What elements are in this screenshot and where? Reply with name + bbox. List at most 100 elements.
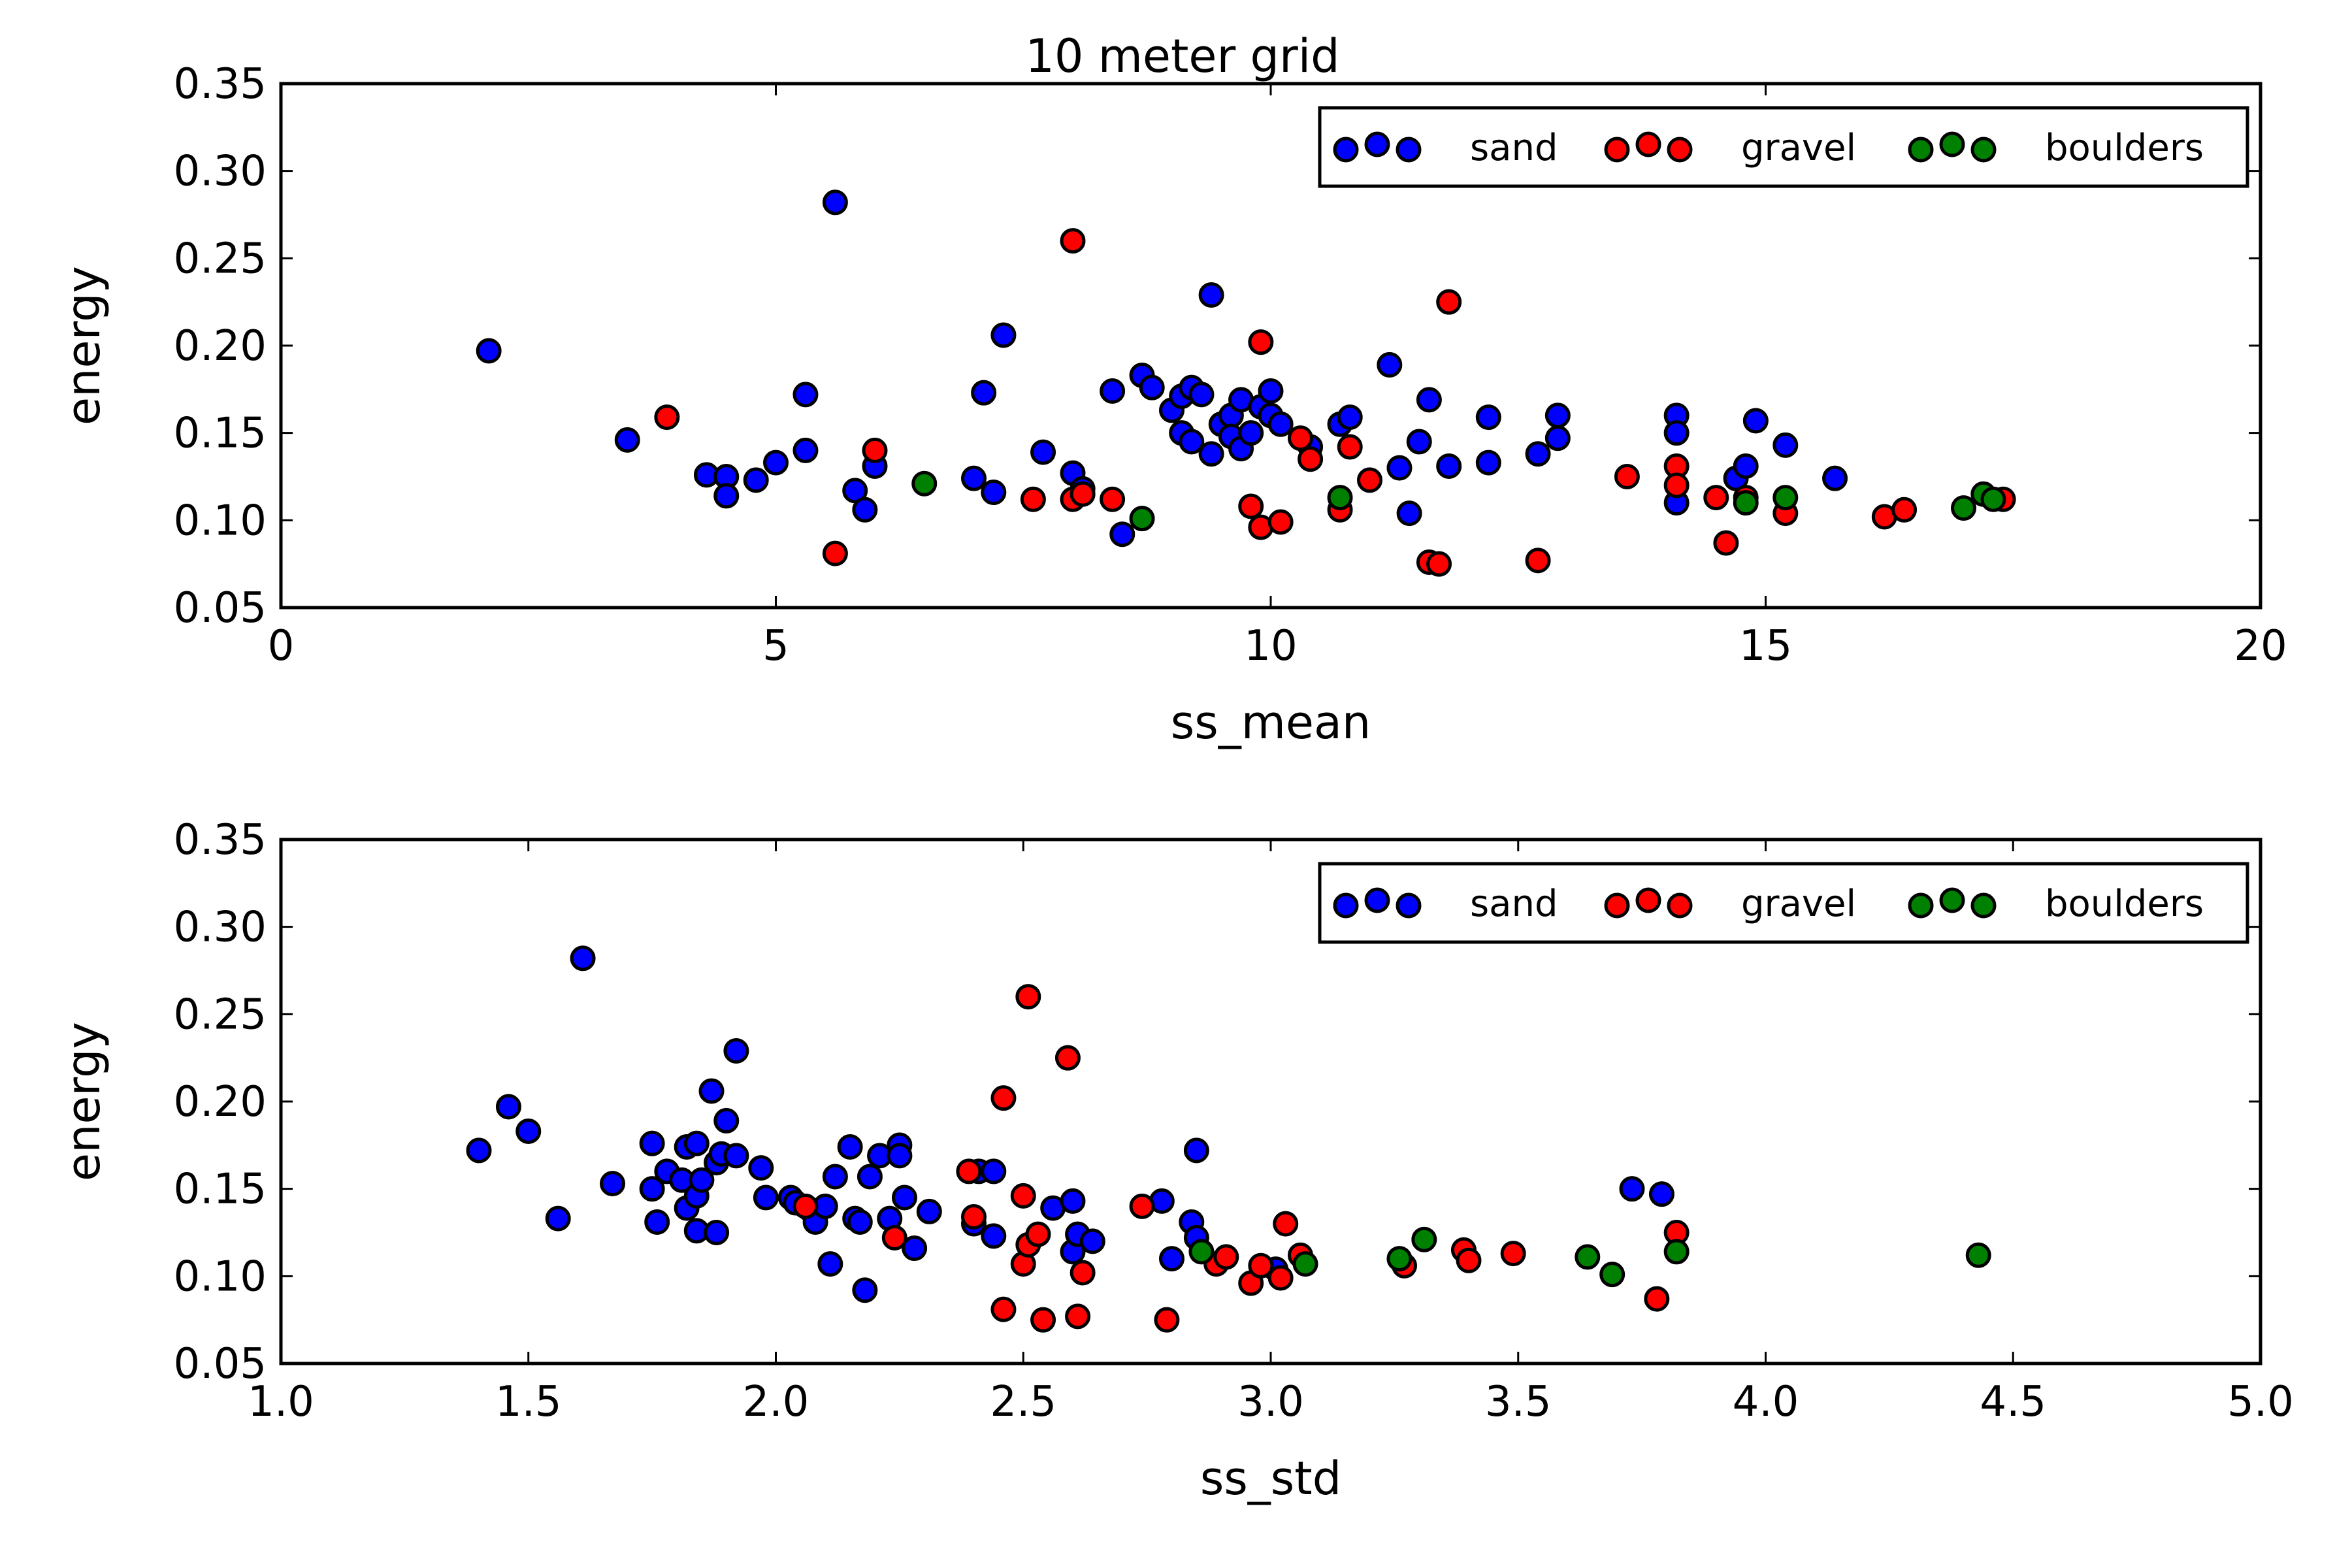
series-sand	[466, 945, 1674, 1303]
y-axis-label: energy	[57, 266, 110, 425]
data-point-boulders	[911, 470, 938, 497]
data-point-sand	[1060, 1188, 1086, 1214]
series-boulders	[911, 470, 2006, 532]
data-point-gravel	[1500, 1241, 1526, 1267]
data-point-sand	[981, 1223, 1007, 1249]
legend-marker-boulders	[1908, 137, 1934, 163]
data-point-sand	[713, 483, 740, 509]
data-point-gravel	[792, 1193, 819, 1219]
series-sand	[476, 189, 1848, 547]
data-point-gravel	[990, 1296, 1017, 1322]
data-point-gravel	[1248, 329, 1274, 355]
data-point-gravel	[1060, 228, 1086, 254]
data-point-gravel	[1663, 472, 1690, 498]
series-gravel	[654, 228, 2016, 577]
data-point-sand	[723, 1143, 749, 1169]
data-point-gravel	[1337, 434, 1363, 460]
data-point-sand	[1139, 374, 1165, 400]
data-point-sand	[847, 1209, 873, 1235]
data-point-boulders	[1951, 495, 1976, 521]
data-point-sand	[1733, 453, 1759, 479]
data-point-gravel	[956, 1158, 982, 1184]
data-point-boulders	[1129, 506, 1155, 532]
y-tick-label: 0.25	[174, 235, 267, 283]
y-tick-label: 0.15	[174, 1166, 267, 1214]
data-point-sand	[704, 1220, 730, 1245]
data-point-sand	[1619, 1176, 1645, 1202]
data-point-sand	[466, 1137, 492, 1164]
data-point-sand	[1238, 420, 1264, 446]
data-point-sand	[1475, 404, 1501, 431]
data-point-sand	[476, 338, 502, 364]
data-point-sand	[639, 1176, 665, 1202]
data-point-sand	[887, 1143, 913, 1169]
data-point-sand	[842, 478, 868, 504]
data-point-sand	[1198, 441, 1224, 467]
y-tick-label: 0.35	[174, 816, 267, 864]
data-point-sand	[644, 1209, 670, 1235]
x-tick-label: 2.5	[990, 1378, 1056, 1426]
data-point-gravel	[1644, 1286, 1670, 1312]
data-point-gravel	[990, 1085, 1017, 1111]
data-point-gravel	[1436, 289, 1462, 315]
data-point-sand	[683, 1130, 710, 1156]
x-tick-label: 15	[1739, 622, 1792, 670]
legend-marker-sand	[1396, 137, 1422, 163]
legend: sand gravel boulders	[1318, 862, 2249, 944]
data-point-sand	[1525, 441, 1551, 467]
legend-marker-gravel	[1635, 131, 1661, 157]
data-point-gravel	[1213, 1244, 1239, 1270]
data-point-boulders	[1411, 1226, 1437, 1252]
chart-title: 10 meter grid	[1025, 29, 1339, 83]
legend-marker-sand	[1364, 131, 1390, 157]
data-point-gravel	[1065, 1303, 1091, 1330]
legend: sand gravel boulders	[1318, 106, 2249, 188]
data-point-sand	[792, 382, 819, 408]
data-point-gravel	[1267, 509, 1294, 535]
y-tick-label: 0.20	[174, 322, 267, 370]
y-tick-label: 0.10	[174, 497, 267, 545]
x-tick-label: 4.5	[1980, 1378, 2046, 1426]
data-point-sand	[1188, 382, 1215, 408]
legend-marker-gravel	[1667, 137, 1693, 163]
data-point-sand	[891, 1184, 917, 1211]
x-tick-label: 1.0	[248, 1378, 314, 1426]
data-point-sand	[990, 322, 1017, 348]
data-point-sand	[1648, 1181, 1674, 1207]
data-point-sand	[837, 1134, 863, 1160]
data-point-boulders	[1599, 1262, 1625, 1288]
data-point-gravel	[1614, 464, 1640, 489]
data-point-sand	[743, 467, 769, 493]
x-tick-label: 5.0	[2227, 1378, 2294, 1426]
chart-panel-2: 1.0 1.5 2.0 2.5 3.0 3.5 4.0 4.5 5.0 0.05 0.10 0.15 0…	[57, 816, 2294, 1505]
data-point-gravel	[1456, 1247, 1482, 1273]
data-point-gravel	[1267, 1265, 1294, 1291]
data-point-sand	[822, 189, 848, 216]
data-point-sand	[916, 1198, 942, 1224]
series-boulders	[1188, 1226, 1991, 1288]
data-point-sand	[495, 1094, 521, 1120]
data-point-boulders	[1733, 490, 1759, 516]
data-point-gravel	[1298, 446, 1324, 472]
data-point-sand	[981, 1158, 1007, 1184]
data-point-boulders	[1292, 1251, 1318, 1277]
data-point-gravel	[1525, 547, 1551, 574]
data-point-sand	[600, 1171, 626, 1197]
x-axis-label: ss_mean	[1171, 696, 1371, 749]
data-point-gravel	[1010, 1183, 1036, 1209]
data-point-gravel	[1238, 493, 1264, 519]
data-point-sand	[1159, 1246, 1184, 1272]
legend-marker-sand	[1333, 137, 1359, 163]
legend-label-sand: sand	[1470, 127, 1558, 169]
y-tick-label: 0.05	[174, 584, 267, 632]
data-point-sand	[713, 1107, 740, 1134]
series-gravel	[792, 984, 1690, 1333]
data-point-sand	[1079, 1228, 1105, 1254]
data-point-boulders	[1386, 1246, 1413, 1272]
data-point-sand	[1109, 521, 1135, 547]
data-point-sand	[1742, 408, 1769, 434]
data-point-sand	[723, 1037, 749, 1064]
data-point-sand	[1436, 453, 1462, 479]
data-point-gravel	[1020, 486, 1046, 512]
data-point-gravel	[1713, 530, 1739, 556]
